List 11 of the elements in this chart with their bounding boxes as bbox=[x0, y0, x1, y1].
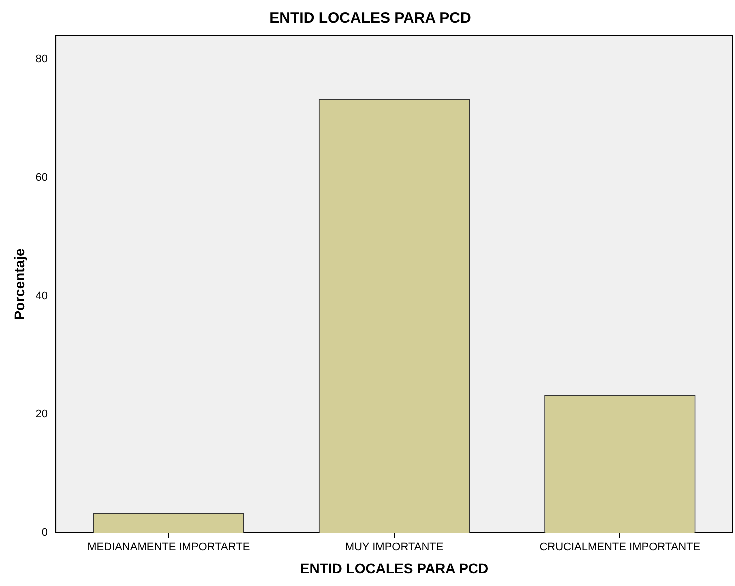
x-tick-label: MUY IMPORTANTE bbox=[345, 542, 444, 554]
y-tick-label: 0 bbox=[42, 527, 48, 540]
x-tick-label: CRUCIALMENTE IMPORTANTE bbox=[540, 542, 701, 554]
x-tick-label: MEDIANAMENTE IMPORTARTE bbox=[88, 542, 250, 554]
x-axis-title: ENTID LOCALES PARA PCD bbox=[300, 560, 489, 576]
y-tick-label: 60 bbox=[36, 172, 48, 184]
y-tick-label: 40 bbox=[36, 290, 48, 302]
y-tick-label: 20 bbox=[36, 408, 48, 421]
y-axis-title: Porcentaje bbox=[11, 248, 28, 320]
chart-title: ENTID LOCALES PARA PCD bbox=[270, 10, 472, 28]
y-tick-label: 80 bbox=[36, 54, 48, 66]
